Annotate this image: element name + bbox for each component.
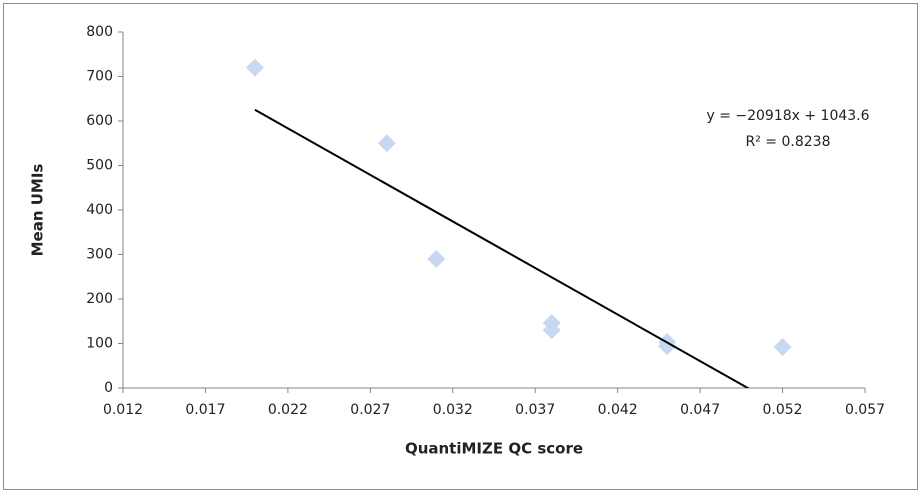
point [427,249,446,268]
trend-equation: y = −20918x + 1043.6 [706,108,869,124]
point [658,337,677,356]
x-tick-label: 0.042 [598,402,638,418]
y-tick-label: 600 [86,113,113,129]
x-tick-label: 0.037 [515,402,555,418]
trendline [254,108,750,388]
y-tick-label: 100 [86,336,113,352]
point [377,134,396,153]
trend-r2: R² = 0.8238 [746,134,831,150]
y-tick-label: 300 [86,247,113,263]
x-tick-label: 0.022 [268,402,308,418]
y-tick-label: 800 [86,24,113,40]
x-tick-label: 0.027 [350,402,390,418]
y-tick-label: 700 [86,69,113,85]
y-axis-title: Mean UMIs [29,164,47,257]
point [245,58,264,77]
point [773,338,792,357]
x-tick-label: 0.052 [763,402,803,418]
point [542,321,561,340]
x-axis-title: QuantiMIZE QC score [405,440,583,458]
y-tick-label: 500 [86,158,113,174]
y-tick-label: 0 [104,380,113,396]
y-tick-label: 200 [86,291,113,307]
x-tick-label: 0.057 [845,402,885,418]
chart-border [3,3,918,490]
x-tick-label: 0.017 [185,402,225,418]
x-tick-label: 0.032 [433,402,473,418]
x-tick-label: 0.012 [103,402,143,418]
x-tick-label: 0.047 [680,402,720,418]
y-tick-label: 400 [86,202,113,218]
